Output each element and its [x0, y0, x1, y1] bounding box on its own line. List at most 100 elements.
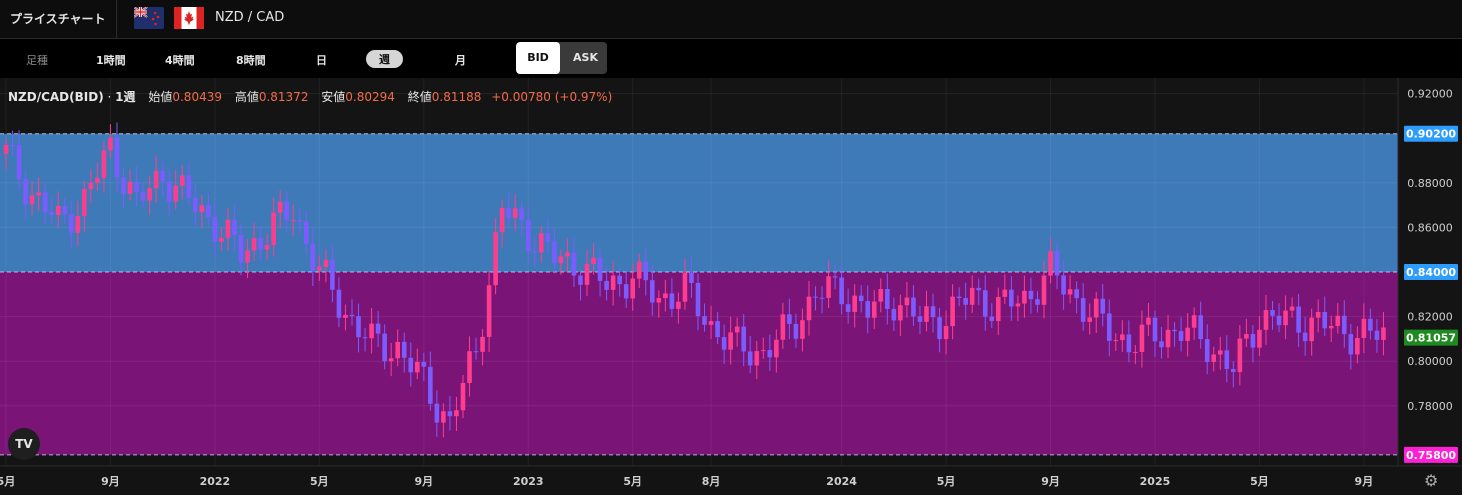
- candle-body: [166, 181, 172, 202]
- timeframe-week[interactable]: 週: [366, 50, 403, 68]
- candle-body: [264, 245, 270, 250]
- candle-body: [1289, 306, 1295, 311]
- candle-body: [898, 305, 903, 321]
- candle-body: [121, 177, 126, 194]
- candle-body: [1217, 350, 1223, 355]
- candle-body: [1048, 251, 1053, 276]
- x-tick-label: 8月: [702, 475, 721, 488]
- candle-body: [956, 296, 962, 299]
- candle-body: [1009, 289, 1014, 307]
- x-tick-label: 9月: [101, 475, 120, 488]
- legend-low-label: 安値: [321, 90, 346, 104]
- price-chart[interactable]: 0.92000 0.88000 0.86000 0.82000 0.80000 0.780…: [0, 78, 1462, 495]
- candle-body: [519, 208, 525, 221]
- candle-body: [1035, 299, 1040, 305]
- x-tick-label: 2023: [513, 475, 544, 488]
- x-tick-label: 5月: [0, 475, 15, 488]
- candle-body: [591, 257, 596, 264]
- candle-body: [721, 337, 727, 350]
- candle-body: [1074, 289, 1079, 299]
- x-tick-label: 5月: [310, 475, 329, 488]
- candle-body: [186, 175, 192, 198]
- candle-body: [467, 351, 472, 384]
- candle-body: [597, 257, 603, 281]
- page-title: プライスチャート: [10, 12, 106, 26]
- candle-body: [708, 321, 714, 325]
- candle-body: [1355, 337, 1360, 355]
- timeframe-1h[interactable]: 1時間: [96, 54, 126, 67]
- legend-close-label: 終値: [407, 90, 432, 104]
- candle-body: [1322, 312, 1328, 329]
- candle-body: [1348, 334, 1354, 355]
- candle-body: [545, 233, 551, 242]
- candle-body: [780, 314, 786, 340]
- tradingview-logo[interactable]: TV: [8, 428, 40, 460]
- candle-body: [16, 145, 22, 180]
- timeframe-day[interactable]: 日: [316, 54, 327, 67]
- candle-body: [290, 219, 296, 221]
- candle-body: [1041, 275, 1047, 305]
- candle-body: [42, 192, 48, 213]
- y-tick-label: 0.88000: [1407, 177, 1453, 190]
- price-tag-label: 0.81057: [1406, 332, 1456, 345]
- candle-body: [179, 175, 185, 186]
- legend-interval: 1週: [115, 90, 136, 104]
- legend-symbol: NZD/CAD(BID): [8, 90, 104, 104]
- timeframe-8h[interactable]: 8時間: [236, 54, 266, 67]
- candle-body: [532, 251, 538, 253]
- price-tag-zone_magenta: [1404, 446, 1458, 463]
- candle-body: [506, 207, 511, 218]
- candle-body: [101, 150, 107, 178]
- candle-body: [499, 207, 505, 233]
- x-tick-label: 2025: [1140, 475, 1171, 488]
- candle-body: [1244, 334, 1249, 339]
- candle-body: [767, 350, 773, 358]
- x-tick-label: 9月: [414, 475, 433, 488]
- candle-body: [1250, 334, 1256, 348]
- candle-body: [49, 212, 54, 216]
- candle-body: [486, 285, 492, 337]
- candle-body: [1067, 289, 1073, 295]
- candle-body: [552, 241, 557, 264]
- candle-body: [682, 272, 688, 302]
- candle-body: [891, 308, 897, 321]
- candle-body: [193, 197, 198, 213]
- candle-body: [271, 212, 276, 246]
- y-tick-label: 0.78000: [1407, 400, 1453, 413]
- legend-close: 0.81188: [431, 90, 482, 104]
- candle-body: [610, 275, 616, 290]
- candle-body: [382, 333, 387, 362]
- candle-body: [1028, 290, 1034, 300]
- timeframe-4h[interactable]: 4時間: [165, 54, 195, 67]
- candle-body: [428, 366, 433, 404]
- candle-body: [878, 289, 884, 302]
- bid-button[interactable]: BID: [516, 42, 560, 74]
- candle-body: [10, 144, 15, 146]
- candle-body: [904, 297, 910, 306]
- candle-body: [3, 144, 9, 154]
- candle-body: [760, 350, 766, 352]
- candle-body: [617, 275, 622, 285]
- candle-body: [1361, 318, 1367, 338]
- candle-body: [630, 278, 636, 299]
- candle-body: [362, 337, 368, 339]
- candle-body: [734, 326, 740, 333]
- x-tick-label: 2024: [826, 475, 857, 488]
- candle-body: [317, 266, 322, 271]
- candle-body: [1185, 327, 1190, 341]
- candle-body: [238, 234, 244, 263]
- legend-high: 0.81372: [258, 90, 309, 104]
- gear-icon[interactable]: ⚙: [1424, 471, 1439, 490]
- candle-body: [793, 323, 799, 339]
- candle-body: [1257, 329, 1262, 348]
- zone-upper: [0, 133, 1398, 272]
- ask-button[interactable]: ASK: [573, 51, 598, 64]
- candle-body: [741, 326, 746, 352]
- timeframe-month[interactable]: 月: [455, 54, 466, 67]
- candle-body: [950, 296, 955, 327]
- candle-body: [1002, 289, 1008, 297]
- candle-body: [1015, 303, 1021, 307]
- candle-body: [323, 259, 329, 267]
- candle-body: [852, 295, 857, 312]
- candle-body: [304, 221, 309, 244]
